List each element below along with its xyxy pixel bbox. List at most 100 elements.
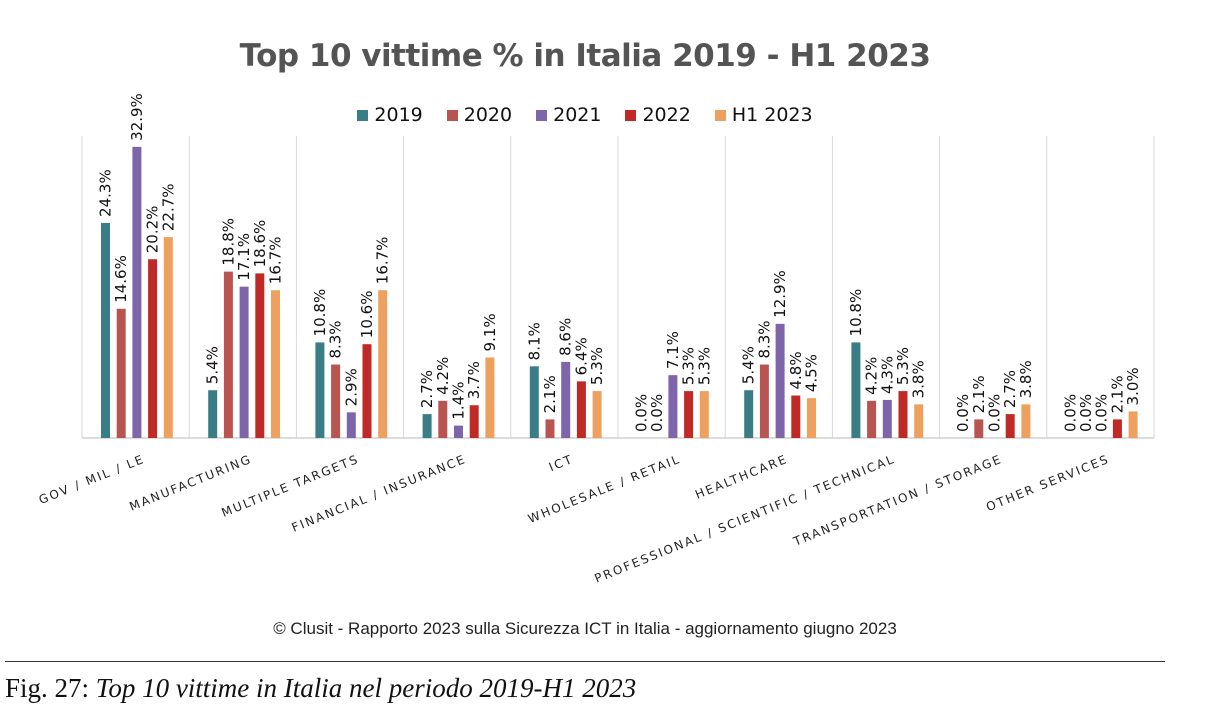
bar <box>1021 404 1031 438</box>
data-label: 8.3% <box>327 320 345 358</box>
bar <box>346 412 356 438</box>
bar <box>116 308 126 438</box>
bar <box>807 398 816 438</box>
bar <box>271 290 280 438</box>
chart-title: Top 10 vittime % in Italia 2019 - H1 202… <box>239 38 931 74</box>
legend-label: 2022 <box>642 104 691 126</box>
figure-caption-label: Fig. 27: <box>5 673 90 703</box>
legend-label: 2021 <box>553 104 602 126</box>
data-label: 16.7% <box>374 237 392 285</box>
figure-caption: Fig. 27: Top 10 vittime in Italia nel pe… <box>5 673 636 704</box>
bar <box>974 419 984 438</box>
data-label: 22.7% <box>159 183 177 231</box>
bar <box>592 391 602 438</box>
legend-item-3: 2022 <box>625 104 691 126</box>
bar <box>699 391 709 438</box>
x-tick-label: HEALTHCARE <box>693 452 790 502</box>
data-label: 5.4% <box>740 346 758 384</box>
data-label: 2.1% <box>1108 375 1126 413</box>
bar <box>132 146 142 438</box>
bar <box>331 364 341 438</box>
data-label: 2.1% <box>970 375 988 413</box>
x-tick-label: OTHER SERVICES <box>984 452 1111 514</box>
bar <box>1005 414 1015 438</box>
data-label: 12.9% <box>771 270 789 318</box>
bar <box>454 425 463 438</box>
data-label: 5.3% <box>894 347 912 385</box>
bar <box>684 391 694 438</box>
bar <box>775 323 785 438</box>
x-tick-label: ICT <box>547 452 576 474</box>
data-label: 4.2% <box>434 357 452 395</box>
data-label: 1.4% <box>450 382 468 420</box>
legend-item-4: H1 2023 <box>714 104 813 126</box>
legend-swatch <box>446 109 458 121</box>
x-tick-label: FINANCIAL / INSURANCE <box>290 452 469 535</box>
bar <box>223 271 233 438</box>
legend-item-1: 2020 <box>446 104 513 126</box>
bar <box>529 366 539 438</box>
data-label: 3.0% <box>1124 367 1142 405</box>
legend-swatch <box>625 109 637 121</box>
data-label: 4.2% <box>863 357 881 395</box>
bar <box>362 344 372 438</box>
data-label: 10.8% <box>311 289 329 337</box>
data-label: 2.9% <box>342 368 360 406</box>
bar <box>791 395 801 438</box>
data-label: 20.2% <box>144 206 162 254</box>
bar <box>422 414 432 438</box>
bar <box>576 381 586 438</box>
data-label: 3.8% <box>1017 360 1035 398</box>
data-label: 2.7% <box>418 370 436 408</box>
bar <box>148 259 158 438</box>
bar <box>545 419 555 438</box>
data-label: 8.1% <box>525 322 543 360</box>
bar <box>867 400 877 438</box>
data-label: 8.6% <box>557 318 575 356</box>
legend-item-2: 2021 <box>536 104 601 126</box>
data-label: 24.3% <box>97 169 115 217</box>
data-label: 0.0% <box>633 394 651 432</box>
data-label: 7.1% <box>664 331 682 369</box>
data-label: 2.1% <box>541 375 559 413</box>
data-label: 10.6% <box>358 291 376 339</box>
caption-divider <box>5 661 1165 662</box>
bar <box>1128 411 1138 438</box>
data-label: 17.1% <box>235 233 253 281</box>
legend-label: 2020 <box>463 104 513 126</box>
bar <box>744 390 754 438</box>
data-label: 10.8% <box>847 289 865 337</box>
data-label: 0.0% <box>648 394 666 432</box>
bar <box>914 404 924 438</box>
data-label: 5.3% <box>695 347 713 385</box>
legend-swatch <box>714 109 726 121</box>
data-label: 18.6% <box>251 220 269 268</box>
bar <box>1112 419 1122 438</box>
data-label: 0.0% <box>986 394 1004 432</box>
data-label: 18.8% <box>219 218 237 266</box>
data-label: 0.0% <box>954 394 972 432</box>
data-label: 16.7% <box>267 237 285 285</box>
data-label: 14.6% <box>112 255 130 303</box>
data-label: 8.3% <box>755 320 773 358</box>
data-label: 6.4% <box>572 337 590 375</box>
data-label: 4.3% <box>878 356 896 394</box>
data-label: 2.7% <box>1001 370 1019 408</box>
data-label: 0.0% <box>1077 394 1095 432</box>
data-label: 4.8% <box>787 351 805 389</box>
legend-swatch <box>357 109 369 121</box>
bar <box>438 400 448 438</box>
bar <box>255 273 265 438</box>
bar <box>485 357 495 438</box>
legend-swatch <box>536 109 548 121</box>
bar <box>208 390 218 438</box>
data-label: 4.5% <box>803 354 821 392</box>
copyright-note: © Clusit - Rapporto 2023 sulla Sicurezza… <box>273 619 897 638</box>
data-label: 3.8% <box>910 360 928 398</box>
chart-legend: 2019 2020 2021 2022 H1 2023 <box>0 104 1170 126</box>
bar <box>378 290 388 438</box>
data-label: 0.0% <box>1061 394 1079 432</box>
data-label: 5.3% <box>588 347 606 385</box>
bar <box>882 399 892 438</box>
x-tick-label: TRANSPORTATION / STORAGE <box>791 452 1005 549</box>
